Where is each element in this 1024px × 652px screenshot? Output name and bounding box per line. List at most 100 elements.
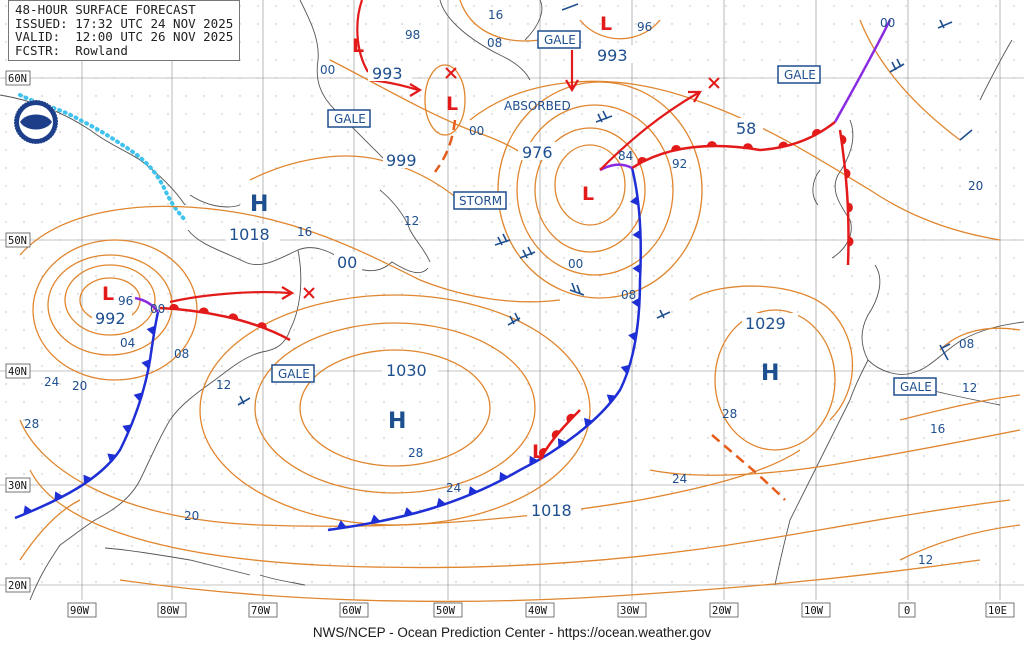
- cold-front-triangle: [370, 514, 381, 524]
- warm-front-semicircle: [742, 143, 753, 149]
- cold-front-triangle: [584, 417, 594, 428]
- warm-front-uk: [838, 129, 850, 266]
- cold-front-triangle: [529, 455, 539, 466]
- svg-text:10W: 10W: [804, 605, 824, 617]
- svg-text:976: 976: [522, 143, 553, 162]
- footer-credit: NWS/NCEP - Ocean Prediction Center - htt…: [312, 625, 712, 640]
- occluded-front-west: [134, 296, 159, 313]
- svg-text:00: 00: [880, 16, 895, 30]
- warm-front-semicircle: [845, 168, 851, 179]
- trough-line: [711, 434, 786, 501]
- svg-text:96: 96: [637, 20, 652, 34]
- cold-front-west: [14, 311, 160, 520]
- svg-text:1018: 1018: [229, 225, 270, 244]
- warm-front-semicircle: [848, 236, 854, 247]
- svg-text:30W: 30W: [620, 605, 640, 617]
- low-center-icon: L: [600, 13, 612, 35]
- warm-front-semicircle: [198, 307, 209, 314]
- svg-text:20W: 20W: [712, 605, 732, 617]
- svg-text:00: 00: [150, 302, 165, 316]
- low-center-icon: L: [532, 441, 544, 463]
- svg-text:08: 08: [621, 288, 636, 302]
- cold-front-triangle: [54, 491, 64, 501]
- svg-text:40W: 40W: [528, 605, 548, 617]
- warning-labels: GALE GALE STORM GALE GALE GALE ABSORBED: [271, 30, 937, 396]
- cold-front-triangle: [468, 486, 478, 496]
- svg-text:1029: 1029: [745, 314, 786, 333]
- dissipating-x-icons: [303, 67, 720, 299]
- svg-text:20N: 20N: [8, 580, 27, 592]
- svg-text:50W: 50W: [436, 605, 456, 617]
- longitude-labels: 90W 80W 70W 60W 50W 40W 30W 20W 10W 0 10…: [67, 602, 1015, 618]
- grid-dot-pattern: [5, 5, 1015, 583]
- warm-front-semicircle: [840, 134, 847, 145]
- cold-front-triangle: [83, 474, 93, 485]
- cold-front-triangle: [632, 229, 641, 240]
- occluded-front: [833, 19, 892, 123]
- noaa-logo-icon: [13, 99, 59, 145]
- storm-warning-label: STORM: [459, 194, 502, 208]
- svg-text:92: 92: [672, 157, 687, 171]
- header-valid: VALID: 12:00 UTC 26 NOV 2025: [15, 29, 234, 44]
- svg-text:12: 12: [216, 378, 231, 392]
- warm-front-semicircle: [671, 144, 682, 152]
- svg-text:16: 16: [488, 8, 503, 22]
- svg-text:00: 00: [469, 124, 484, 138]
- svg-text:40N: 40N: [8, 366, 27, 378]
- svg-text:90W: 90W: [70, 605, 90, 617]
- low-center-icon: L: [352, 35, 364, 57]
- warm-front-semicircle: [706, 141, 717, 147]
- svg-text:12: 12: [404, 214, 419, 228]
- absorbed-label: ABSORBED: [504, 99, 571, 113]
- gale-warning-label: GALE: [544, 33, 576, 47]
- svg-text:28: 28: [722, 407, 737, 421]
- svg-text:20: 20: [968, 179, 983, 193]
- cold-front-triangle: [122, 424, 132, 434]
- latitude-labels: 60N 50N 40N 30N 20N: [5, 70, 31, 593]
- svg-text:80W: 80W: [160, 605, 180, 617]
- svg-text:12: 12: [918, 553, 933, 567]
- warm-front-semicircle: [778, 141, 789, 148]
- warm-front-semicircle: [551, 430, 560, 440]
- svg-text:24: 24: [446, 481, 461, 495]
- gale-warning-label: GALE: [334, 112, 366, 126]
- warm-front-semicircle: [257, 322, 267, 329]
- svg-text:60N: 60N: [8, 73, 27, 85]
- svg-text:60W: 60W: [342, 605, 362, 617]
- svg-text:992: 992: [95, 309, 126, 328]
- ice-edge-line: [18, 93, 187, 222]
- cold-front: [327, 167, 642, 532]
- low-center-icon: L: [582, 183, 594, 205]
- isobars: [19, 0, 1021, 603]
- header-issued: ISSUED: 17:32 UTC 24 NOV 2025: [15, 15, 234, 31]
- svg-text:84: 84: [618, 149, 633, 163]
- cold-front-triangle: [629, 195, 639, 206]
- warm-front-semicircle: [812, 128, 822, 137]
- warm-front-semicircle: [637, 157, 647, 165]
- warm-front: [631, 121, 836, 170]
- gale-warning-label: GALE: [278, 367, 310, 381]
- svg-text:20: 20: [184, 509, 199, 523]
- wind-barb-icons: [237, 3, 973, 406]
- high-center-icon: H: [388, 409, 406, 434]
- svg-text:1018: 1018: [531, 501, 572, 520]
- svg-text:58: 58: [736, 119, 756, 138]
- fronts: [14, 0, 892, 532]
- high-center-icon: H: [761, 361, 779, 386]
- svg-text:24: 24: [672, 472, 687, 486]
- warm-front-east: [538, 409, 581, 461]
- cold-front-triangle: [336, 520, 347, 529]
- front-symbols: [23, 128, 854, 529]
- warm-front-semicircle: [566, 413, 575, 423]
- svg-text:16: 16: [297, 225, 312, 239]
- svg-text:08: 08: [174, 347, 189, 361]
- svg-text:10E: 10E: [988, 605, 1007, 617]
- svg-text:30N: 30N: [8, 480, 27, 492]
- trough-line: [433, 119, 457, 173]
- svg-text:98: 98: [405, 28, 420, 42]
- cold-front-triangle: [632, 263, 641, 274]
- gale-warning-label: GALE: [900, 380, 932, 394]
- low-center-icon: L: [102, 283, 114, 305]
- svg-text:00: 00: [337, 253, 357, 272]
